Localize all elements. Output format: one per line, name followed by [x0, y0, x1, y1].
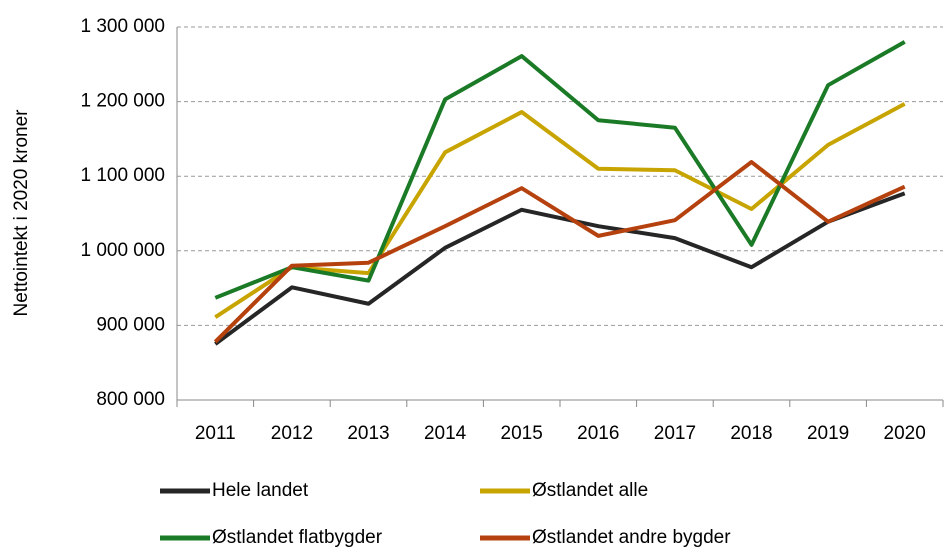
legend-label: Østlandet flatbygder	[212, 527, 383, 548]
y-tick-label: 1 000 000	[80, 240, 165, 261]
y-tick-label: 800 000	[96, 389, 165, 410]
line-series	[214, 191, 906, 346]
x-tick-label: 2018	[730, 423, 772, 444]
x-tick-label: 2017	[654, 423, 696, 444]
x-tick-label: 2012	[271, 423, 313, 444]
legend-label: Østlandet alle	[532, 480, 648, 501]
x-tick-label: 2015	[501, 423, 543, 444]
x-tick-label: 2019	[807, 423, 849, 444]
line-series	[213, 160, 906, 344]
y-tick-label: 1 100 000	[80, 165, 165, 186]
x-tick-label: 2014	[424, 423, 467, 444]
x-tick-label: 2020	[884, 423, 926, 444]
y-tick-label: 900 000	[96, 314, 165, 335]
legend-label: Østlandet andre bygder	[532, 527, 731, 548]
line-series	[214, 40, 906, 300]
x-tick-label: 2013	[347, 423, 389, 444]
line-series	[214, 102, 906, 319]
x-tick-label: 2011	[195, 423, 236, 444]
y-tick-label: 1 300 000	[80, 16, 165, 37]
y-tick-label: 1 200 000	[80, 91, 165, 112]
x-tick-label: 2016	[577, 423, 619, 444]
y-axis-title: Nettointekt i 2020 kroner	[11, 109, 32, 317]
legend-label: Hele landet	[212, 480, 309, 501]
